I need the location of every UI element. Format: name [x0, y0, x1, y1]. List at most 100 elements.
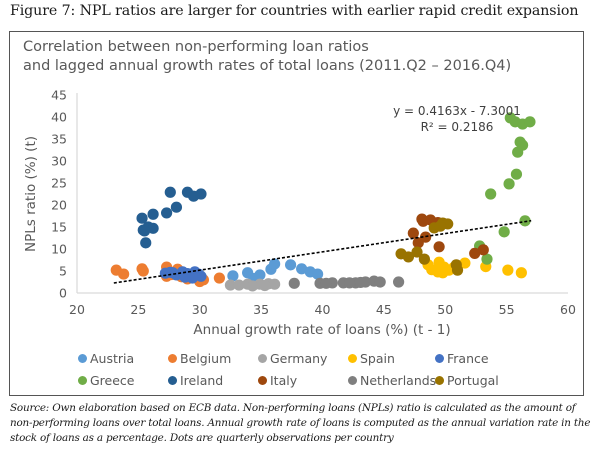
- x-tick-label: 20: [69, 302, 85, 317]
- series-austria: [227, 258, 324, 285]
- x-tick-label: 60: [560, 302, 576, 317]
- legend-marker-icon: [435, 354, 444, 363]
- legend-item-germany: Germany: [258, 351, 327, 366]
- data-point: [213, 272, 225, 284]
- data-point: [311, 268, 324, 280]
- legend-label: Ireland: [180, 373, 224, 388]
- data-point: [402, 251, 415, 263]
- legend-label: Belgium: [180, 351, 232, 366]
- chart-title-line-2: and lagged annual growth rates of total …: [23, 58, 512, 74]
- data-point: [512, 146, 524, 158]
- y-tick-label: 25: [51, 176, 67, 191]
- data-point: [195, 270, 207, 282]
- series-netherlands: [288, 275, 405, 289]
- data-point: [137, 265, 149, 277]
- data-point: [138, 225, 151, 237]
- legend-label: Greece: [90, 373, 135, 388]
- series-france: [159, 266, 207, 284]
- data-point: [434, 220, 446, 232]
- data-point: [407, 227, 419, 239]
- legend-item-belgium: Belgium: [168, 351, 231, 366]
- source-caption: Source: Own elaboration based on ECB dat…: [10, 402, 591, 444]
- data-point: [459, 257, 471, 269]
- data-point: [515, 267, 527, 279]
- data-point: [524, 116, 536, 128]
- data-point: [167, 267, 179, 279]
- legend-item-portugal: Portugal: [435, 373, 499, 388]
- data-point: [195, 188, 207, 200]
- data-point: [147, 208, 159, 220]
- legend-item-france: France: [435, 351, 489, 366]
- data-point: [269, 258, 281, 270]
- data-point: [284, 259, 297, 271]
- data-point: [147, 222, 159, 234]
- y-tick-label: 45: [51, 88, 67, 103]
- data-point: [485, 188, 497, 200]
- legend-item-italy: Italy: [258, 373, 297, 388]
- y-tick-label: 20: [51, 198, 67, 213]
- data-point: [320, 277, 332, 289]
- data-point: [140, 237, 152, 249]
- data-point: [374, 276, 386, 288]
- data-point: [498, 226, 510, 238]
- data-point: [224, 279, 237, 291]
- data-point: [354, 276, 367, 289]
- data-point: [411, 246, 423, 258]
- data-point: [288, 277, 300, 289]
- data-points: [110, 112, 536, 292]
- y-tick-label: 35: [51, 132, 67, 147]
- data-point: [503, 178, 515, 190]
- y-tick-label: 10: [51, 242, 67, 257]
- data-point: [433, 241, 445, 253]
- legend-label: Italy: [270, 373, 298, 388]
- legend-marker-icon: [258, 376, 267, 385]
- data-point: [437, 267, 449, 279]
- data-point: [393, 276, 405, 288]
- x-axis-label: Annual growth rate of loans (%) (t - 1): [193, 322, 450, 338]
- y-tick-label: 30: [51, 154, 67, 169]
- y-tick-label: 40: [51, 110, 67, 125]
- chart-title-line-1: Correlation between non-performing loan …: [23, 39, 369, 55]
- trendline: [113, 219, 532, 284]
- data-point: [343, 277, 356, 289]
- trendline-path: [113, 219, 532, 284]
- x-tick-label: 50: [437, 302, 453, 317]
- series-germany: [224, 278, 281, 292]
- chart-frame: [9, 31, 584, 396]
- series-portugal: [395, 217, 464, 276]
- legend-item-austria: Austria: [78, 351, 134, 366]
- x-tick-label: 45: [376, 302, 392, 317]
- legend-marker-icon: [78, 376, 87, 385]
- data-point: [164, 186, 176, 198]
- legend-marker-icon: [78, 354, 87, 363]
- legend-label: Austria: [90, 351, 135, 366]
- legend-label: Germany: [270, 351, 328, 366]
- x-tick-label: 30: [192, 302, 208, 317]
- data-point: [118, 268, 130, 280]
- data-point: [481, 253, 493, 265]
- data-point: [170, 201, 183, 213]
- legend-item-greece: Greece: [78, 373, 135, 388]
- legend-item-ireland: Ireland: [168, 373, 223, 388]
- legend-marker-icon: [348, 354, 357, 363]
- series-spain: [422, 256, 527, 279]
- y-tick-label: 0: [59, 286, 67, 301]
- data-point: [469, 247, 481, 259]
- data-point: [451, 264, 464, 276]
- data-point: [296, 263, 308, 275]
- y-tick-label: 15: [51, 220, 67, 235]
- data-point: [510, 168, 523, 180]
- data-point: [477, 244, 489, 256]
- x-tick-label: 25: [130, 302, 146, 317]
- data-point: [259, 279, 271, 292]
- legend-item-spain: Spain: [348, 351, 395, 366]
- series-greece: [474, 112, 536, 265]
- legend-marker-icon: [168, 376, 177, 385]
- trendline-equation: y = 0.4163x - 7.3001: [393, 104, 521, 118]
- data-point: [161, 207, 173, 219]
- legend-label: Netherlands: [360, 373, 437, 388]
- data-point: [246, 280, 259, 292]
- x-tick-label: 55: [499, 302, 515, 317]
- data-point: [426, 264, 438, 276]
